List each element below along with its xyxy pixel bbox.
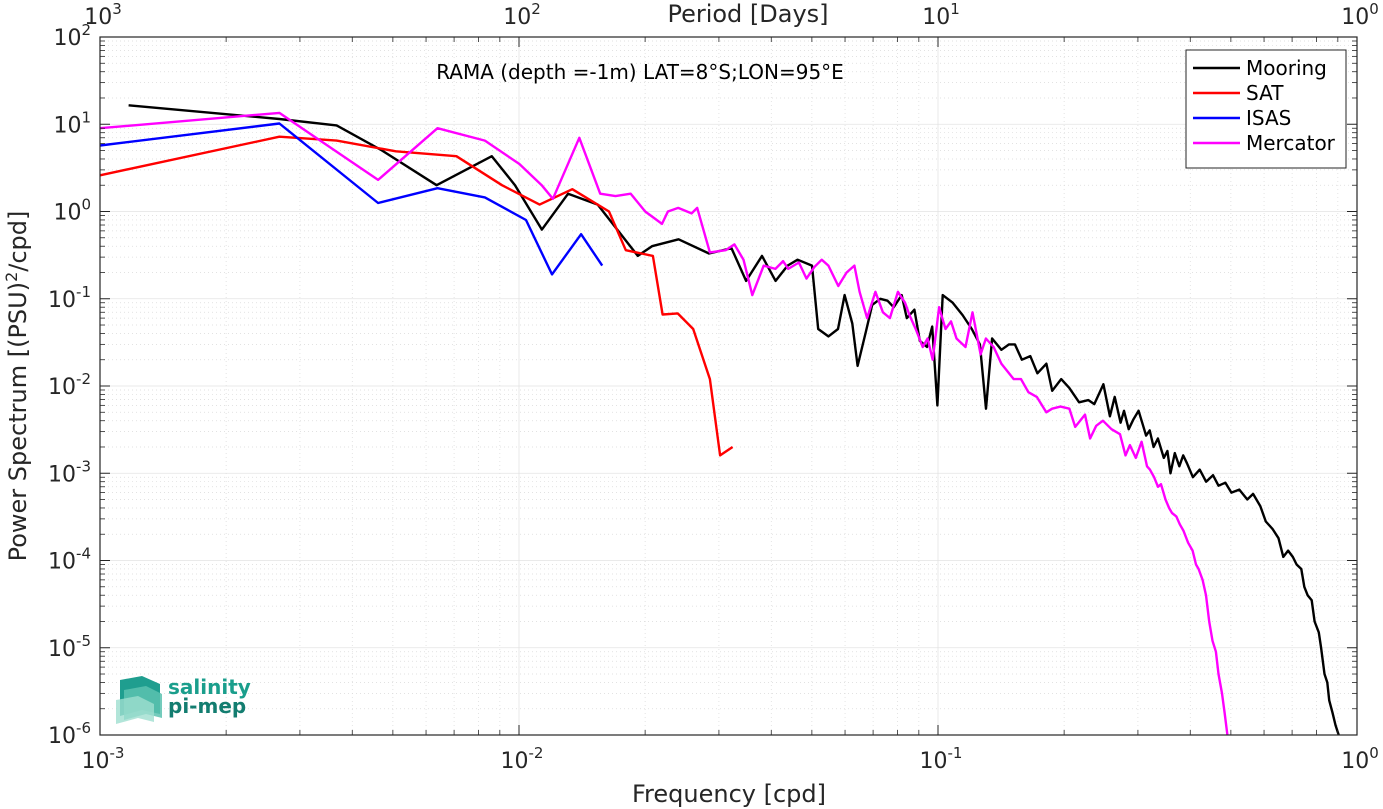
y-tick-label-base: 10 — [48, 462, 76, 487]
legend-label-sat: SAT — [1246, 81, 1284, 105]
top-tick-label-base: 10 — [503, 5, 531, 30]
x-tick-label-exponent: -2 — [529, 744, 544, 762]
x-tick-label-base: 10 — [1341, 749, 1369, 774]
y-tick-label: 10-4 — [48, 545, 91, 575]
y-tick-label-base: 10 — [48, 550, 76, 575]
y-tick-label: 102 — [53, 21, 91, 51]
top-tick-label-exponent: 3 — [112, 0, 122, 18]
series-line-mooring — [128, 104, 1340, 736]
y-tick-label-base: 10 — [48, 724, 76, 749]
series-layer — [99, 104, 1340, 736]
y-tick-label-base: 10 — [53, 201, 81, 226]
y-tick-label-exponent: -4 — [76, 545, 91, 563]
top-tick-label-base: 10 — [922, 5, 950, 30]
y-tick-label-exponent: -1 — [76, 283, 91, 301]
top-tick-label-exponent: 1 — [950, 0, 960, 18]
x-tick-label: 10-3 — [82, 744, 125, 774]
y-tick-label: 10-3 — [48, 457, 91, 487]
top-tick-label-base: 10 — [1341, 5, 1369, 30]
x-tick-label-base: 10 — [920, 749, 948, 774]
x-tick-label-exponent: 0 — [1369, 744, 1379, 762]
series-line-sat — [99, 135, 734, 457]
y-tick-label-base: 10 — [48, 288, 76, 313]
x-tick-label: 100 — [1341, 744, 1379, 774]
y-tick-label-exponent: -5 — [76, 632, 91, 650]
y-tick-label-exponent: 2 — [81, 21, 91, 39]
logo-mark-icon — [116, 676, 162, 724]
x-tick-label: 10-2 — [501, 744, 544, 774]
y-tick-label-exponent: -3 — [76, 457, 91, 475]
logo-text-pi-mep: pi-mep — [168, 694, 246, 718]
y-axis-label: Power Spectrum [(PSU)2/cpd] — [2, 211, 32, 562]
y-tick-label-exponent: -2 — [76, 370, 91, 388]
top-tick-label-exponent: 0 — [1369, 0, 1379, 18]
x-tick-label-exponent: -1 — [948, 744, 963, 762]
legend-box — [1185, 49, 1347, 169]
tick-marks — [99, 36, 1358, 736]
top-tick-label-exponent: 2 — [531, 0, 541, 18]
x-tick-label: 10-1 — [920, 744, 963, 774]
x-tick-label-base: 10 — [82, 749, 110, 774]
x-tick-label-base: 10 — [501, 749, 529, 774]
y-tick-label-base: 10 — [53, 26, 81, 51]
top-tick-label: 100 — [1341, 0, 1379, 30]
legend-label-mercator: Mercator — [1246, 131, 1336, 155]
logo-text-salinity: salinity — [168, 675, 251, 699]
y-tick-label-base: 10 — [48, 637, 76, 662]
y-tick-label-exponent: 1 — [81, 108, 91, 126]
top-tick-label: 101 — [922, 0, 960, 30]
top-tick-label-base: 10 — [84, 5, 112, 30]
top-axis-label: Period [Days] — [667, 0, 828, 28]
y-axis-label-tail: /cpd] — [4, 211, 32, 272]
series-line-isas — [99, 122, 604, 276]
pi-mep-logo: salinity pi-mep — [116, 675, 251, 724]
y-tick-label-base: 10 — [48, 375, 76, 400]
legend-label-isas: ISAS — [1246, 106, 1291, 130]
y-axis-label-main: Power Spectrum [(PSU) — [4, 282, 32, 561]
legend-label-mooring: Mooring — [1246, 56, 1327, 80]
y-tick-label: 100 — [53, 196, 91, 226]
y-tick-label-base: 10 — [53, 113, 81, 138]
y-tick-label: 101 — [53, 108, 91, 138]
y-tick-label: 10-6 — [48, 719, 91, 749]
y-axis-label-sup: 2 — [2, 272, 21, 282]
y-tick-label: 10-1 — [48, 283, 91, 313]
y-tick-label-exponent: -6 — [76, 719, 91, 737]
grid-lines — [99, 36, 1358, 736]
x-tick-label-exponent: -3 — [110, 744, 125, 762]
series-line-mercator — [99, 111, 1229, 736]
y-tick-label: 10-2 — [48, 370, 91, 400]
top-tick-label: 103 — [84, 0, 122, 30]
chart-annotation: RAMA (depth =-1m) LAT=8°S;LON=95°E — [436, 60, 844, 84]
top-tick-label: 102 — [503, 0, 541, 30]
y-tick-label-exponent: 0 — [81, 196, 91, 214]
y-tick-label: 10-5 — [48, 632, 91, 662]
x-axis-label: Frequency [cpd] — [632, 780, 826, 808]
